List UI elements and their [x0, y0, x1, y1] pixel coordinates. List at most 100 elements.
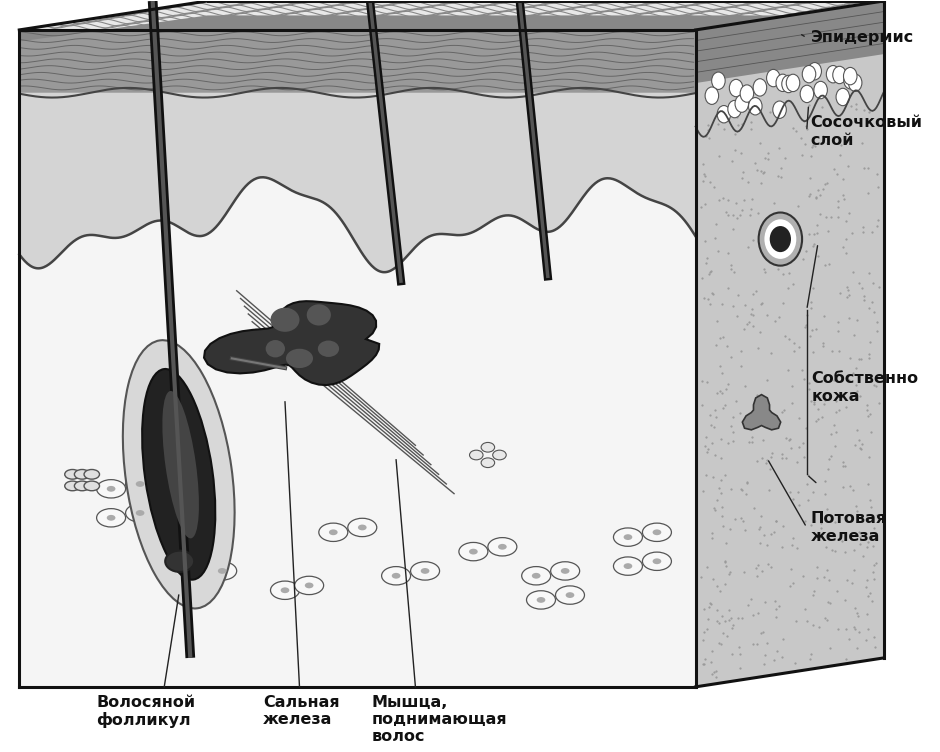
Ellipse shape — [318, 341, 339, 357]
Ellipse shape — [843, 68, 857, 85]
Polygon shape — [20, 1, 884, 41]
Ellipse shape — [735, 95, 748, 112]
Polygon shape — [20, 1, 884, 30]
Ellipse shape — [481, 442, 494, 452]
Text: Потовая
железа: Потовая железа — [810, 511, 886, 544]
Polygon shape — [20, 92, 696, 272]
Ellipse shape — [522, 566, 551, 585]
Ellipse shape — [652, 529, 661, 535]
Ellipse shape — [498, 544, 507, 550]
Ellipse shape — [266, 340, 285, 357]
Ellipse shape — [537, 597, 545, 603]
Polygon shape — [20, 177, 696, 687]
Text: Мышца,
поднимающая
волос: Мышца, поднимающая волос — [372, 695, 508, 744]
Ellipse shape — [800, 85, 814, 102]
Ellipse shape — [165, 550, 195, 572]
Text: Сальная
железа: Сальная железа — [263, 695, 339, 727]
Ellipse shape — [382, 566, 411, 585]
Ellipse shape — [142, 369, 215, 580]
Ellipse shape — [808, 62, 822, 80]
Ellipse shape — [488, 538, 517, 556]
Ellipse shape — [614, 557, 642, 575]
Text: Собственно
кожа: Собственно кожа — [811, 371, 918, 404]
Ellipse shape — [759, 213, 802, 265]
Ellipse shape — [469, 549, 478, 554]
Ellipse shape — [556, 586, 585, 605]
Text: Волосяной
фолликул: Волосяной фолликул — [97, 695, 196, 728]
Ellipse shape — [271, 581, 300, 599]
Ellipse shape — [469, 450, 483, 459]
Ellipse shape — [208, 562, 237, 580]
Ellipse shape — [642, 523, 671, 541]
Ellipse shape — [411, 562, 440, 580]
Ellipse shape — [281, 587, 290, 593]
Ellipse shape — [123, 340, 235, 608]
Ellipse shape — [776, 74, 790, 92]
Ellipse shape — [740, 85, 754, 102]
Ellipse shape — [705, 87, 718, 105]
Ellipse shape — [329, 529, 337, 535]
Ellipse shape — [107, 486, 116, 492]
Ellipse shape — [135, 510, 145, 516]
Ellipse shape — [218, 568, 227, 574]
Bar — [20, 30, 696, 687]
Ellipse shape — [74, 469, 90, 479]
Ellipse shape — [358, 525, 367, 530]
Ellipse shape — [421, 568, 430, 574]
Ellipse shape — [623, 563, 633, 569]
Ellipse shape — [97, 508, 126, 527]
Ellipse shape — [189, 573, 197, 578]
Ellipse shape — [135, 481, 145, 487]
Ellipse shape — [566, 592, 574, 598]
Ellipse shape — [773, 101, 787, 118]
Ellipse shape — [392, 573, 400, 578]
Ellipse shape — [319, 523, 348, 541]
Ellipse shape — [786, 74, 800, 92]
Ellipse shape — [65, 469, 80, 479]
Polygon shape — [743, 395, 781, 430]
Ellipse shape — [782, 75, 795, 92]
Ellipse shape — [833, 66, 846, 83]
Ellipse shape — [652, 559, 661, 564]
Ellipse shape — [836, 88, 850, 106]
Ellipse shape — [766, 69, 780, 86]
Ellipse shape — [271, 308, 300, 332]
Ellipse shape — [844, 71, 857, 89]
Polygon shape — [204, 301, 379, 385]
Ellipse shape — [305, 583, 314, 588]
Ellipse shape — [849, 74, 862, 92]
Polygon shape — [696, 1, 884, 83]
Ellipse shape — [74, 481, 90, 491]
Ellipse shape — [294, 576, 323, 595]
Ellipse shape — [286, 349, 313, 368]
Ellipse shape — [163, 391, 199, 538]
Ellipse shape — [306, 305, 331, 326]
Ellipse shape — [348, 518, 377, 537]
Ellipse shape — [126, 475, 154, 493]
Ellipse shape — [481, 458, 494, 468]
Ellipse shape — [753, 79, 767, 96]
Ellipse shape — [84, 481, 100, 491]
Ellipse shape — [561, 568, 570, 574]
Ellipse shape — [493, 450, 507, 459]
Text: Эпидермис: Эпидермис — [810, 30, 914, 45]
Ellipse shape — [126, 504, 154, 522]
Ellipse shape — [642, 552, 671, 571]
Ellipse shape — [712, 72, 725, 89]
Ellipse shape — [614, 528, 642, 546]
Text: Сосочковый
слой: Сосочковый слой — [810, 115, 922, 147]
Ellipse shape — [65, 481, 80, 491]
Ellipse shape — [623, 534, 633, 540]
Ellipse shape — [717, 105, 730, 123]
Ellipse shape — [729, 80, 743, 97]
Ellipse shape — [84, 469, 100, 479]
Ellipse shape — [459, 542, 488, 561]
Ellipse shape — [97, 480, 126, 498]
Bar — [20, 30, 696, 92]
Ellipse shape — [107, 515, 116, 520]
Ellipse shape — [179, 566, 208, 585]
Ellipse shape — [532, 573, 540, 578]
Ellipse shape — [526, 591, 556, 609]
Ellipse shape — [551, 562, 580, 580]
Ellipse shape — [728, 100, 742, 118]
